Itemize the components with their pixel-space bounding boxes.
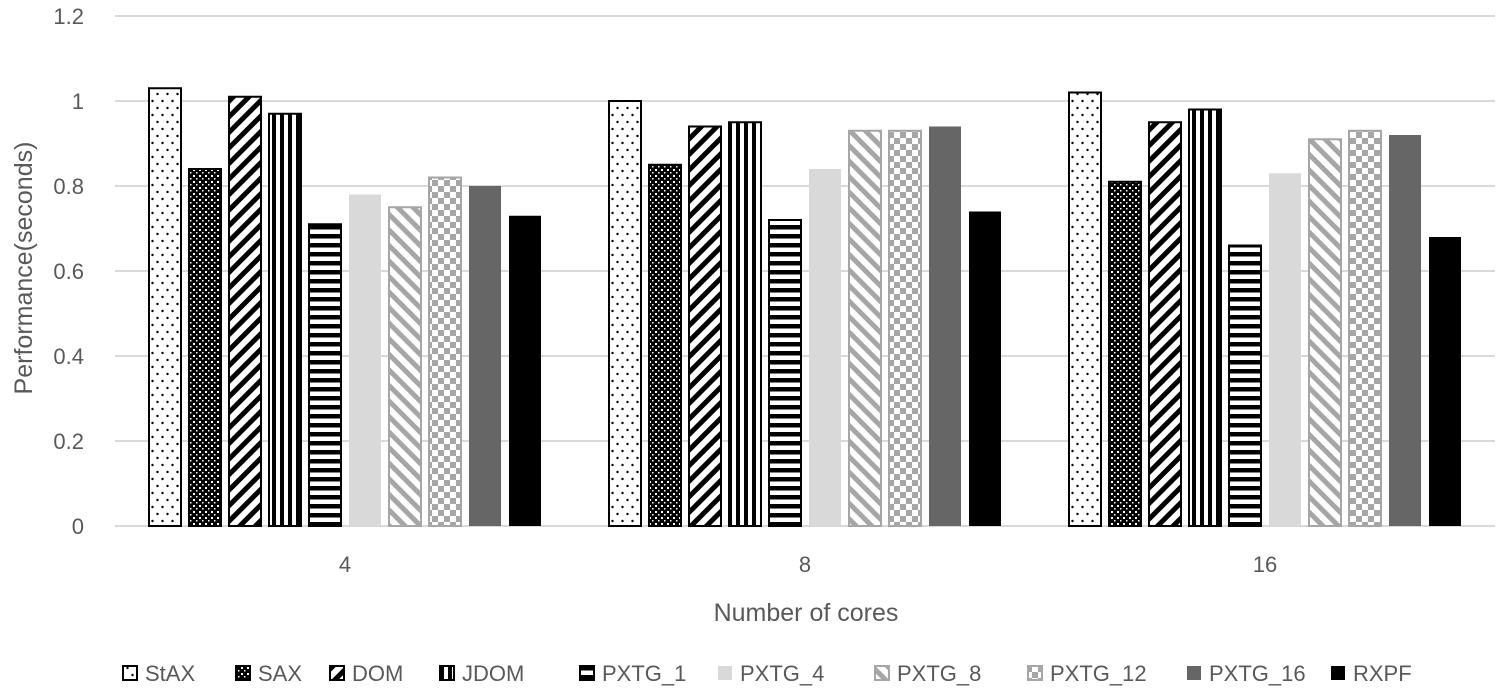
- legend: StAX SAX DOM JDOM PXTG_1 PXTG_4 PXTG_8 PXTG_12 P…: [122, 661, 1412, 686]
- bar-dom-8: [688, 125, 722, 527]
- bar-sax-8: [648, 163, 682, 527]
- bar-sax-16: [1108, 180, 1142, 527]
- y-tick-label: 0.2: [53, 429, 84, 454]
- bar-rxpf-4: [509, 215, 541, 526]
- y-tick-label: 1: [72, 89, 84, 114]
- bar-pxtg-4-8: [809, 169, 841, 526]
- legend-label: PXTG_4: [740, 661, 824, 686]
- bar-pxtg-12-8: [888, 129, 922, 527]
- legend-label: PXTG_16: [1209, 661, 1306, 686]
- x-axis-ticks: 4 8 16: [339, 552, 1277, 577]
- bar-pxtg-8-8: [848, 129, 882, 527]
- x-tick-label: 16: [1253, 552, 1277, 577]
- legend-swatch: [1331, 666, 1345, 680]
- legend-swatch: [1027, 665, 1043, 681]
- legend-label: PXTG_12: [1050, 661, 1147, 686]
- bar-stax-8: [608, 100, 642, 527]
- legend-swatch: [1187, 666, 1201, 680]
- legend-label: SAX: [258, 661, 302, 686]
- legend-swatch: [329, 665, 345, 681]
- gridlines: [115, 15, 1495, 527]
- bar-pxtg-12-4: [428, 176, 462, 527]
- bar-rxpf-16: [1429, 237, 1461, 526]
- y-tick-label: 1.2: [53, 4, 84, 29]
- bar-jdom-4: [268, 112, 302, 527]
- bar-pxtg-16-4: [469, 186, 501, 526]
- legend-swatch: [579, 665, 595, 681]
- legend-swatch: [235, 665, 251, 681]
- bar-jdom-8: [728, 121, 762, 527]
- bar-sax-4: [188, 168, 222, 527]
- bar-pxtg-8-4: [388, 206, 422, 527]
- bars: [148, 87, 1461, 527]
- legend-label: RXPF: [1353, 661, 1412, 686]
- y-tick-label: 0.4: [53, 344, 84, 369]
- legend-swatch: [718, 666, 732, 680]
- legend-swatch: [874, 665, 890, 681]
- legend-swatch: [439, 665, 455, 681]
- bar-pxtg-4-16: [1269, 173, 1301, 526]
- y-tick-label: 0.6: [53, 259, 84, 284]
- legend-label: PXTG_1: [602, 661, 686, 686]
- y-tick-label: 0.8: [53, 174, 84, 199]
- legend-label: PXTG_8: [897, 661, 981, 686]
- bar-stax-16: [1068, 91, 1102, 527]
- legend-label: DOM: [352, 661, 403, 686]
- x-tick-label: 8: [799, 552, 811, 577]
- bar-pxtg-12-16: [1348, 129, 1382, 527]
- bar-rxpf-8: [969, 211, 1001, 526]
- bar-pxtg-8-16: [1308, 138, 1342, 527]
- bar-pxtg-1-16: [1228, 244, 1262, 527]
- y-axis-title: Performance(seconds): [10, 142, 38, 395]
- y-axis-ticks: 0 0.2 0.4 0.6 0.8 1 1.2: [53, 4, 84, 539]
- bar-pxtg-1-8: [768, 219, 802, 527]
- bar-pxtg-4-4: [349, 194, 381, 526]
- bar-stax-4: [148, 87, 182, 527]
- bar-dom-16: [1148, 121, 1182, 527]
- bar-pxtg-16-16: [1389, 135, 1421, 526]
- bar-pxtg-1-4: [308, 223, 342, 527]
- bar-jdom-16: [1188, 108, 1222, 527]
- x-tick-label: 4: [339, 552, 351, 577]
- bar-dom-4: [228, 95, 262, 527]
- legend-label: StAX: [145, 661, 195, 686]
- legend-swatch: [122, 665, 138, 681]
- legend-label: JDOM: [462, 661, 524, 686]
- bar-pxtg-16-8: [929, 126, 961, 526]
- x-axis-title: Number of cores: [714, 599, 899, 627]
- y-tick-label: 0: [72, 514, 84, 539]
